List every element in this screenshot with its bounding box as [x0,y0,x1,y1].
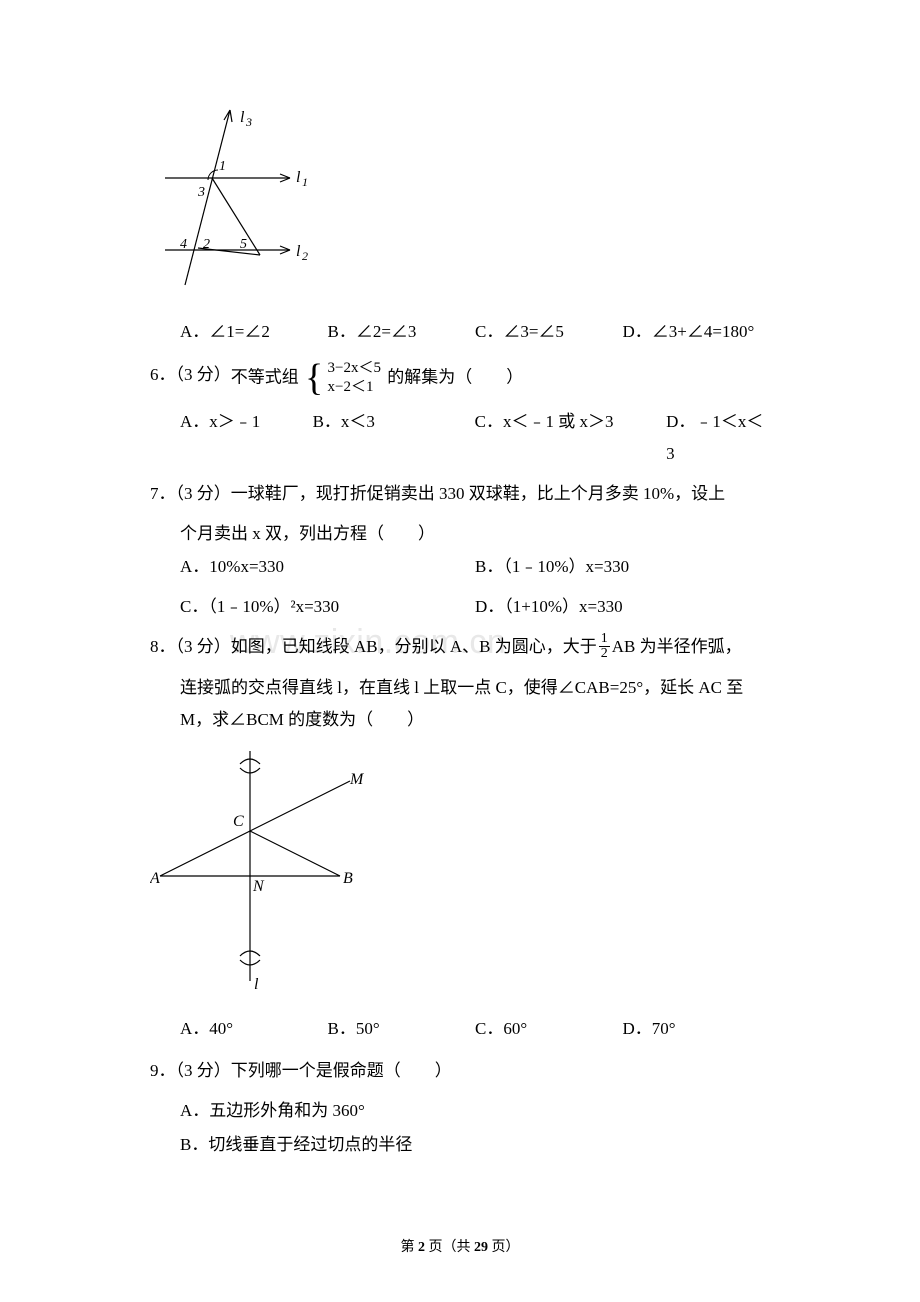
svg-text:1: 1 [219,159,226,174]
q8-number: 8．（3 分） [150,631,231,663]
svg-text:l: l [296,243,301,260]
svg-text:2: 2 [302,249,308,263]
q7-option-d: D．（1+10%）x=330 [475,591,770,623]
svg-text:l: l [240,109,245,126]
q9-option-a: A．五边形外角和为 360° [180,1095,770,1127]
q7: 7．（3 分） 一球鞋厂，现打折促销卖出 330 双球鞋，比上个月多卖 10%，… [150,478,770,510]
page-footer: 第 2 页（共 29 页） [0,1235,920,1262]
q8-option-a: A．40° [180,1013,328,1045]
q7-number: 7．（3 分） [150,478,231,510]
q7-text-2: 个月卖出 x 双，列出方程（ ） [180,518,770,550]
q9-option-b: B．切线垂直于经过切点的半径 [180,1129,770,1161]
svg-text:l: l [254,976,259,993]
svg-text:N: N [252,878,265,895]
q9-text: 下列哪一个是假命题（ ） [231,1055,770,1087]
q9-options: A．五边形外角和为 360° B．切线垂直于经过切点的半径 [180,1095,770,1162]
svg-text:2: 2 [203,237,210,252]
q8-text-2: 连接弧的交点得直线 l，在直线 l 上取一点 C，使得∠CAB=25°，延长 A… [180,672,770,704]
q5-option-c: C．∠3=∠5 [475,316,623,348]
q8-option-d: D．70° [623,1013,771,1045]
q9: 9．（3 分） 下列哪一个是假命题（ ） [150,1055,770,1087]
q6-options: A．x＞﹣1 B．x＜3 C．x＜﹣1 或 x＞3 D．﹣1＜x＜3 [180,406,770,471]
svg-text:3: 3 [245,115,252,129]
svg-text:1: 1 [302,175,308,189]
q5-figure: 1 3 4 2 5 l 3 l 1 l 2 [160,100,770,301]
q5-option-b: B．∠2=∠3 [328,316,476,348]
q7-options: A．10%x=330 B．（1﹣10%）x=330 C．（1﹣10%）²x=33… [180,551,770,624]
q8-text-3: M，求∠BCM 的度数为（ ） [180,704,770,736]
q6-number: 6．（3 分） [150,359,231,398]
q7-option-a: A．10%x=330 [180,551,475,583]
q5-option-a: A．∠1=∠2 [180,316,328,348]
q7-option-b: B．（1﹣10%）x=330 [475,551,770,583]
q9-number: 9．（3 分） [150,1055,231,1087]
q6-option-d: D．﹣1＜x＜3 [666,406,770,471]
q5-options: A．∠1=∠2 B．∠2=∠3 C．∠3=∠5 D．∠3+∠4=180° [180,316,770,348]
q6-option-a: A．x＞﹣1 [180,406,313,471]
svg-text:l: l [296,169,301,186]
svg-text:4: 4 [180,237,187,252]
q8-options: A．40° B．50° C．60° D．70° [180,1013,770,1045]
q8-text-1: 如图，已知线段 AB，分别以 A、B 为圆心，大于12AB 为半径作弧， [231,631,770,663]
q7-option-c: C．（1﹣10%）²x=330 [180,591,475,623]
svg-text:A: A [150,870,160,887]
q6: 6．（3 分） 不等式组 { 3−2x＜5 x−2＜1 的解集为（ ） [150,359,770,398]
svg-text:5: 5 [240,237,247,252]
q8-figure: A B C N M l [150,746,770,1007]
svg-text:C: C [233,813,244,830]
q7-text-1: 一球鞋厂，现打折促销卖出 330 双球鞋，比上个月多卖 10%，设上 [231,478,770,510]
q8-option-b: B．50° [328,1013,476,1045]
svg-text:B: B [343,870,353,887]
q6-option-b: B．x＜3 [313,406,475,471]
q6-text: 不等式组 { 3−2x＜5 x−2＜1 的解集为（ ） [231,359,770,398]
q6-option-c: C．x＜﹣1 或 x＞3 [475,406,667,471]
svg-text:M: M [349,771,365,788]
q8-option-c: C．60° [475,1013,623,1045]
svg-text:3: 3 [197,185,205,200]
q5-option-d: D．∠3+∠4=180° [623,316,771,348]
q8: 8．（3 分） 如图，已知线段 AB，分别以 A、B 为圆心，大于12AB 为半… [150,631,770,663]
